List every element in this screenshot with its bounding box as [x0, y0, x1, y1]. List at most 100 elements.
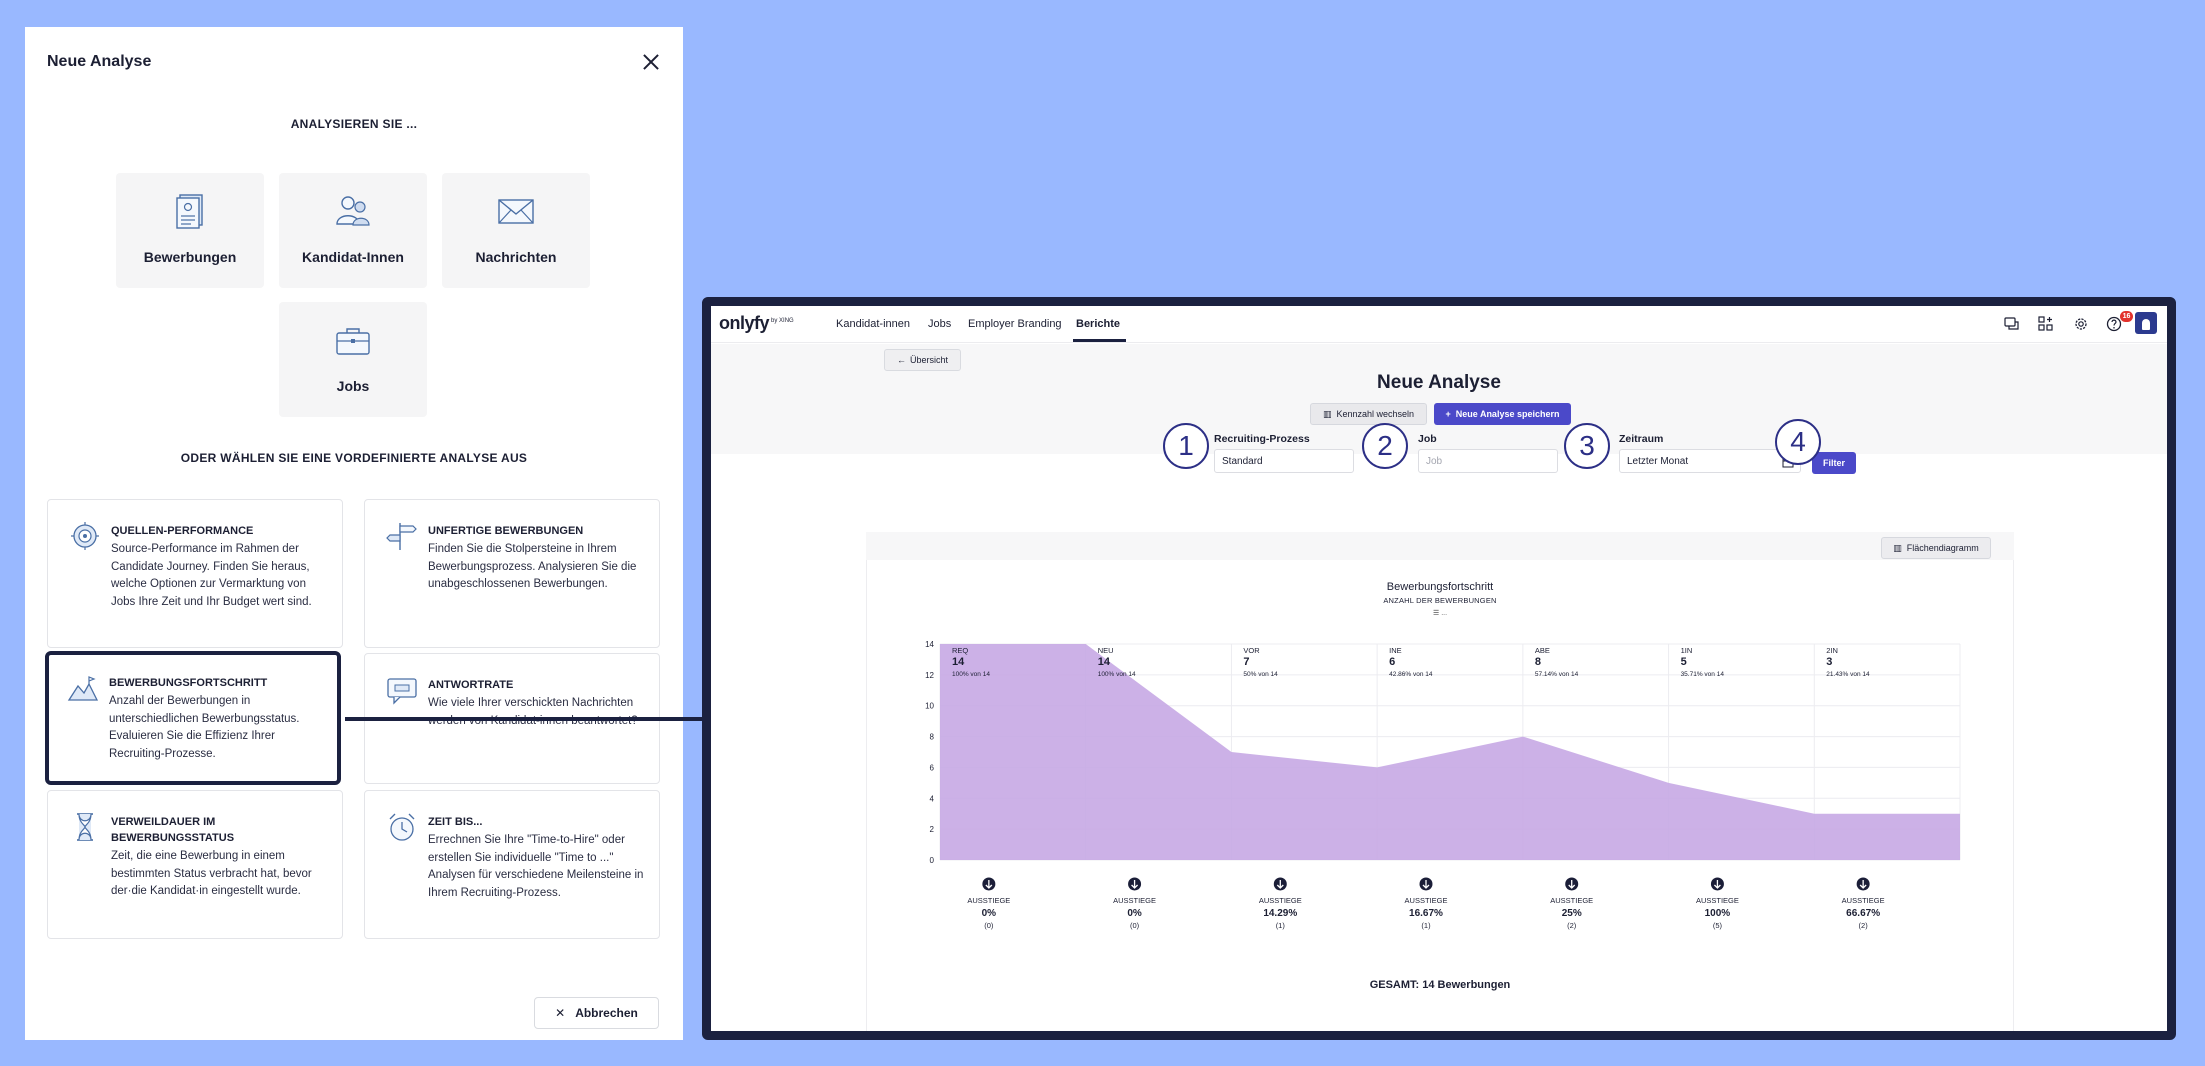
dropout-count: (5)	[1713, 921, 1723, 930]
help-icon[interactable]	[2105, 315, 2123, 333]
logo-text: onlyfy	[719, 313, 770, 333]
arrow-down-glyph	[1568, 880, 1576, 889]
stage-value: 14	[952, 656, 965, 668]
card-zeit-bis[interactable]: ZEIT BIS... Errechnen Sie Ihre "Time-to-…	[364, 790, 660, 939]
stage-percentage: 100% von 14	[1098, 671, 1136, 678]
y-tick-label: 0	[930, 856, 935, 865]
dropout-label: AUSSTIEGE	[1113, 896, 1156, 905]
dropout-percentage: 14.29%	[1263, 908, 1297, 919]
page-title: Neue Analyse	[1377, 372, 1501, 393]
card-verweildauer[interactable]: VERWEILDAUER IM BEWERBUNGSSTATUS Zeit, d…	[47, 790, 343, 939]
card-title: QUELLEN-PERFORMANCE	[111, 525, 254, 537]
back-button[interactable]: ← Übersicht	[884, 349, 961, 371]
dropout-count: (1)	[1421, 921, 1431, 930]
stage-percentage: 57.14% von 14	[1535, 671, 1579, 678]
save-label: Neue Analyse speichern	[1455, 409, 1560, 419]
job-label: Job	[1418, 433, 1437, 445]
nav-kandidat-innen[interactable]: Kandidat-innen	[836, 318, 911, 330]
area-chart-icon: ▥	[1893, 542, 1902, 553]
tile-label: Jobs	[336, 378, 370, 394]
stage-value: 6	[1389, 656, 1395, 668]
step-marker-4: 4	[1775, 419, 1821, 465]
stage-percentage: 21.43% von 14	[1826, 671, 1870, 678]
process-select[interactable]	[1214, 449, 1354, 473]
tile-kandidat-innen[interactable]: Kandidat-Innen	[279, 173, 427, 288]
chat-icon[interactable]	[2003, 315, 2021, 333]
step-marker-2: 2	[1362, 423, 1408, 469]
dropout-percentage: 66.67%	[1846, 908, 1880, 919]
card-quellen-performance[interactable]: QUELLEN-PERFORMANCE Source-Performance i…	[47, 499, 343, 648]
bar-chart-icon: ▥	[1322, 408, 1332, 419]
onlyfy-logo[interactable]: onlyfy by XING	[719, 313, 794, 334]
y-tick-label: 12	[925, 671, 934, 680]
analyze-label: ANALYSIEREN SIE ...	[290, 117, 418, 131]
stage-value: 7	[1243, 656, 1249, 668]
dropout-label: AUSSTIEGE	[1405, 896, 1448, 905]
period-label: Zeitraum	[1619, 433, 1664, 445]
stage-percentage: 100% von 14	[952, 671, 990, 678]
card-description: Finden Sie die Stolpersteine in Ihrem Be…	[428, 543, 637, 590]
dropout-count: (1)	[1276, 921, 1286, 930]
job-input[interactable]	[1418, 449, 1558, 473]
nav-jobs[interactable]: Jobs	[928, 318, 952, 330]
card-description: Source-Performance im Rahmen der Candida…	[111, 543, 312, 608]
people-icon	[336, 196, 370, 226]
process-label: Recruiting-Prozess	[1214, 433, 1310, 445]
predefined-label: ODER WÄHLEN SIE EINE VORDEFINIERTE ANALY…	[180, 451, 528, 465]
apps-grid-icon[interactable]	[2037, 315, 2055, 333]
notification-badge: 16	[2120, 311, 2133, 322]
app-window: onlyfy by XING Kandidat-innen Jobs Employ…	[702, 297, 2176, 1040]
y-tick-label: 6	[930, 763, 935, 772]
period-select[interactable]	[1619, 449, 1801, 473]
card-title: UNFERTIGE BEWERBUNGEN	[428, 525, 584, 537]
close-icon: ✕	[555, 1006, 566, 1020]
card-bewerbungsfortschritt[interactable]: BEWERBUNGSFORTSCHRITT Anzahl der Bewerbu…	[45, 651, 341, 785]
filter-button[interactable]: Filter	[1812, 452, 1856, 474]
total-applications: GESAMT: 14 Bewerbungen	[1369, 979, 1511, 991]
y-tick-label: 4	[930, 794, 935, 803]
dropout-count: (2)	[1567, 921, 1577, 930]
hourglass-icon	[77, 813, 93, 841]
stage-label: NEU	[1098, 646, 1114, 655]
dropout-count: (2)	[1859, 921, 1869, 930]
dropout-percentage: 100%	[1705, 908, 1731, 919]
dropout-percentage: 25%	[1562, 908, 1582, 919]
tile-jobs[interactable]: Jobs	[279, 302, 427, 417]
envelope-icon	[498, 199, 534, 224]
target-badge-icon	[71, 522, 99, 550]
stage-value: 14	[1098, 656, 1111, 668]
save-analysis-button[interactable]: + Neue Analyse speichern	[1434, 403, 1571, 425]
stage-label: 1IN	[1681, 646, 1693, 655]
step-marker-3: 3	[1564, 423, 1610, 469]
dropout-percentage: 16.67%	[1409, 908, 1443, 919]
stage-value: 3	[1826, 656, 1832, 668]
nav-berichte[interactable]: Berichte	[1076, 318, 1121, 330]
new-analysis-modal: Neue Analyse ANALYSIEREN SIE ... Bewerbu…	[25, 27, 683, 1040]
plus-icon: +	[1445, 409, 1451, 419]
close-icon[interactable]	[636, 47, 666, 77]
arrow-left-icon: ←	[896, 355, 906, 365]
logo-suffix: by XING	[771, 318, 794, 324]
y-tick-label: 8	[930, 733, 935, 742]
dropout-label: AUSSTIEGE	[1696, 896, 1739, 905]
nav-employer-branding[interactable]: Employer Branding	[968, 318, 1062, 330]
briefcase-icon	[336, 328, 370, 355]
chart-type-label: Flächendiagramm	[1906, 543, 1979, 553]
area-series	[940, 644, 1960, 860]
gear-icon[interactable]	[2072, 315, 2090, 333]
arrow-down-glyph	[1859, 880, 1867, 889]
card-description: Errechnen Sie Ihre "Time-to-Hire" oder e…	[428, 834, 644, 899]
stage-percentage: 35.71% von 14	[1681, 671, 1725, 678]
top-navigation: onlyfy by XING Kandidat-innen Jobs Employ…	[711, 306, 2167, 343]
chart-menu-icon[interactable]: ☰ ...	[1432, 610, 1448, 617]
switch-metric-button[interactable]: ▥ Kennzahl wechseln	[1310, 403, 1427, 425]
stage-label: VOR	[1243, 646, 1260, 655]
cancel-button[interactable]: ✕ Abbrechen	[534, 997, 659, 1029]
tile-nachrichten[interactable]: Nachrichten	[442, 173, 590, 288]
tile-label: Bewerbungen	[143, 249, 237, 265]
tile-bewerbungen[interactable]: Bewerbungen	[116, 173, 264, 288]
avatar[interactable]	[2135, 312, 2157, 334]
card-unfertige-bewerbungen[interactable]: UNFERTIGE BEWERBUNGEN Finden Sie die Sto…	[364, 499, 660, 648]
chart-type-button[interactable]: ▥ Flächendiagramm	[1881, 537, 1991, 559]
